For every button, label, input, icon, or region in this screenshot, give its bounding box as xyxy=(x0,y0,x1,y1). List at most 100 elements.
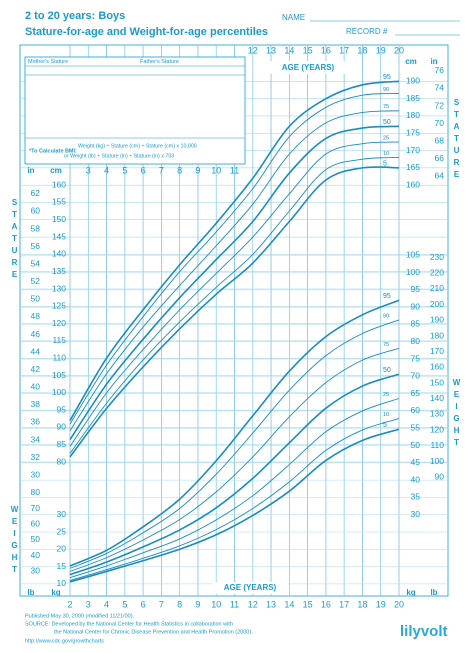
y2-tick-label: 40 xyxy=(31,550,41,560)
x-tick-label: 11 xyxy=(230,165,239,175)
y2-tick-label: 42 xyxy=(31,364,41,374)
unit-label: cm xyxy=(405,57,417,66)
y2-tick-label: 220 xyxy=(430,268,444,278)
x-tick-label: 16 xyxy=(321,45,331,55)
x-tick-label: 5 xyxy=(122,165,127,175)
unit-label: in xyxy=(430,57,437,66)
label-bg xyxy=(212,582,288,594)
y-tick-label: 65 xyxy=(411,388,421,398)
y-tick-label: 130 xyxy=(52,283,66,293)
y-tick-label: 50 xyxy=(411,440,421,450)
y2-tick-label: 180 xyxy=(430,330,444,340)
y-tick-label: 100 xyxy=(406,267,420,277)
y2-tick-label: 120 xyxy=(430,424,444,434)
axis-title: WEIGHT xyxy=(452,378,461,450)
y2-tick-label: 30 xyxy=(31,469,41,479)
series-label: 90 xyxy=(383,313,389,319)
x-tick-label: 11 xyxy=(230,599,239,609)
y2-tick-label: 72 xyxy=(435,100,445,110)
y2-tick-label: 36 xyxy=(31,417,41,427)
series-label: 5 xyxy=(383,422,387,429)
age-axis-title: AGE (YEARS) xyxy=(282,63,335,72)
x-tick-label: 20 xyxy=(394,599,404,609)
footer: the National Center for Chronic Disease … xyxy=(54,629,253,635)
x-tick-label: 8 xyxy=(177,165,182,175)
y2-tick-label: 54 xyxy=(31,258,41,268)
x-tick-label: 14 xyxy=(284,45,294,55)
series-label: 75 xyxy=(383,342,389,348)
y2-tick-label: 76 xyxy=(435,65,445,75)
y2-tick-label: 38 xyxy=(31,399,41,409)
y2-tick-label: 70 xyxy=(31,503,41,513)
percentile-line xyxy=(69,141,400,447)
x-tick-label: 5 xyxy=(122,599,127,609)
y-tick-label: 40 xyxy=(411,474,421,484)
x-tick-label: 3 xyxy=(86,599,91,609)
y-tick-label: 185 xyxy=(406,93,420,103)
footer: Published May 30, 2000 (modified 11/21/0… xyxy=(25,613,135,619)
logo: lilyvolt xyxy=(400,623,448,640)
x-tick-label: 12 xyxy=(248,599,258,609)
form-mother: Mother's Stature xyxy=(28,59,68,65)
subtitle: Stature-for-age and Weight-for-age perce… xyxy=(25,26,268,38)
x-tick-label: 17 xyxy=(339,45,349,55)
y2-tick-label: 60 xyxy=(31,206,41,216)
y-tick-label: 70 xyxy=(411,371,421,381)
percentile-line xyxy=(69,166,400,458)
unit-label: kg xyxy=(406,588,415,597)
percentile-line xyxy=(69,299,400,567)
series-label: 95 xyxy=(383,74,391,81)
y-tick-label: 190 xyxy=(406,76,420,86)
y-tick-label: 135 xyxy=(52,266,66,276)
percentile-line xyxy=(69,398,400,579)
percentile-line xyxy=(69,428,400,583)
y-tick-label: 165 xyxy=(406,162,420,172)
y-tick-label: 55 xyxy=(411,422,421,432)
y2-tick-label: 62 xyxy=(31,188,41,198)
form-father: Father's Stature xyxy=(140,59,179,65)
y-tick-label: 160 xyxy=(52,179,66,189)
percentile-line xyxy=(69,157,400,454)
x-tick-label: 6 xyxy=(141,599,146,609)
series-label: 10 xyxy=(383,412,389,418)
y-tick-label: 60 xyxy=(411,405,421,415)
series-label: 10 xyxy=(383,151,389,157)
y-tick-label: 155 xyxy=(52,197,66,207)
y-tick-label: 45 xyxy=(411,457,421,467)
footer: SOURCE: Developed by the National Center… xyxy=(25,621,233,627)
y2-tick-label: 46 xyxy=(31,329,41,339)
percentile-line xyxy=(69,80,400,421)
x-tick-label: 20 xyxy=(394,45,404,55)
x-tick-label: 19 xyxy=(376,599,386,609)
percentile-line xyxy=(69,347,400,572)
series-label: 5 xyxy=(383,161,387,168)
y-tick-label: 95 xyxy=(57,404,67,414)
y-tick-label: 105 xyxy=(52,370,66,380)
y-tick-label: 175 xyxy=(406,128,420,138)
x-tick-label: 15 xyxy=(303,45,313,55)
unit-label: lb xyxy=(27,588,34,597)
x-tick-label: 17 xyxy=(339,599,349,609)
x-tick-label: 4 xyxy=(104,165,109,175)
x-tick-label: 8 xyxy=(177,599,182,609)
y2-tick-label: 60 xyxy=(31,519,41,529)
y2-tick-label: 230 xyxy=(430,252,444,262)
y2-tick-label: 160 xyxy=(430,362,444,372)
unit-label: cm xyxy=(50,166,62,175)
x-tick-label: 13 xyxy=(266,599,276,609)
x-tick-label: 19 xyxy=(376,45,386,55)
unit-label: lb xyxy=(430,588,437,597)
y-tick-label: 140 xyxy=(52,249,66,259)
series-label: 75 xyxy=(383,104,389,110)
bmi-formula: Weight (kg) ÷ Stature (cm) ÷ Stature (cm… xyxy=(78,143,197,149)
y-tick-label: 75 xyxy=(411,353,421,363)
y2-tick-label: 80 xyxy=(31,487,41,497)
axis-title: STATURE xyxy=(452,98,461,182)
series-label: 25 xyxy=(383,392,389,398)
y2-tick-label: 150 xyxy=(430,377,444,387)
x-tick-label: 13 xyxy=(266,45,276,55)
y2-tick-label: 140 xyxy=(430,393,444,403)
x-tick-label: 10 xyxy=(211,599,221,609)
y-tick-label: 90 xyxy=(57,422,67,432)
x-tick-label: 7 xyxy=(159,165,164,175)
